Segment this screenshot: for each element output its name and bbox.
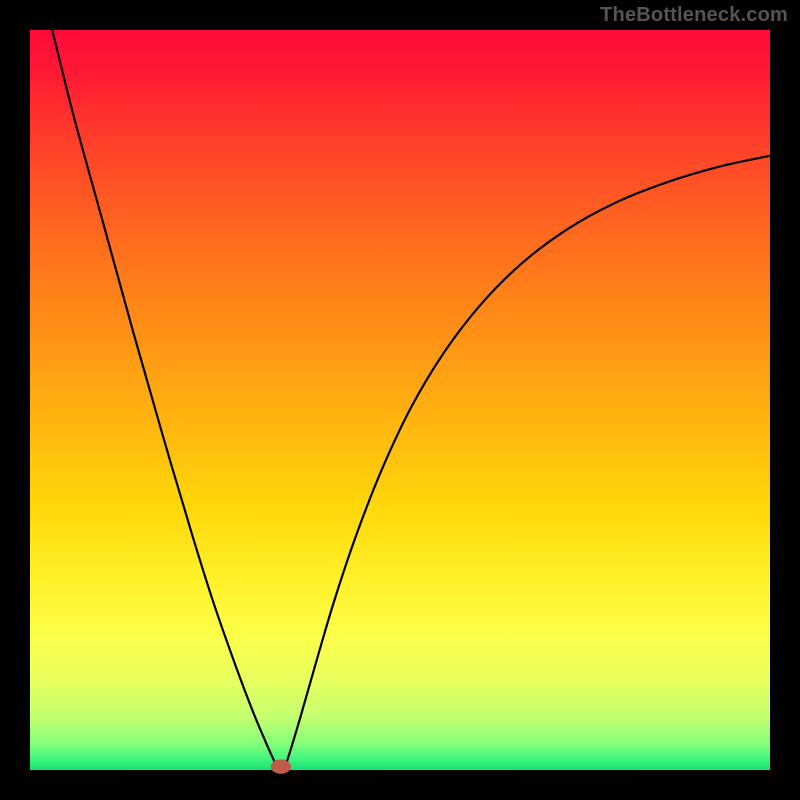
chart-svg — [0, 0, 800, 800]
chart-container: TheBottleneck.com — [0, 0, 800, 800]
minimum-marker — [271, 760, 290, 773]
watermark-text: TheBottleneck.com — [600, 4, 788, 27]
plot-gradient-background — [30, 30, 770, 770]
